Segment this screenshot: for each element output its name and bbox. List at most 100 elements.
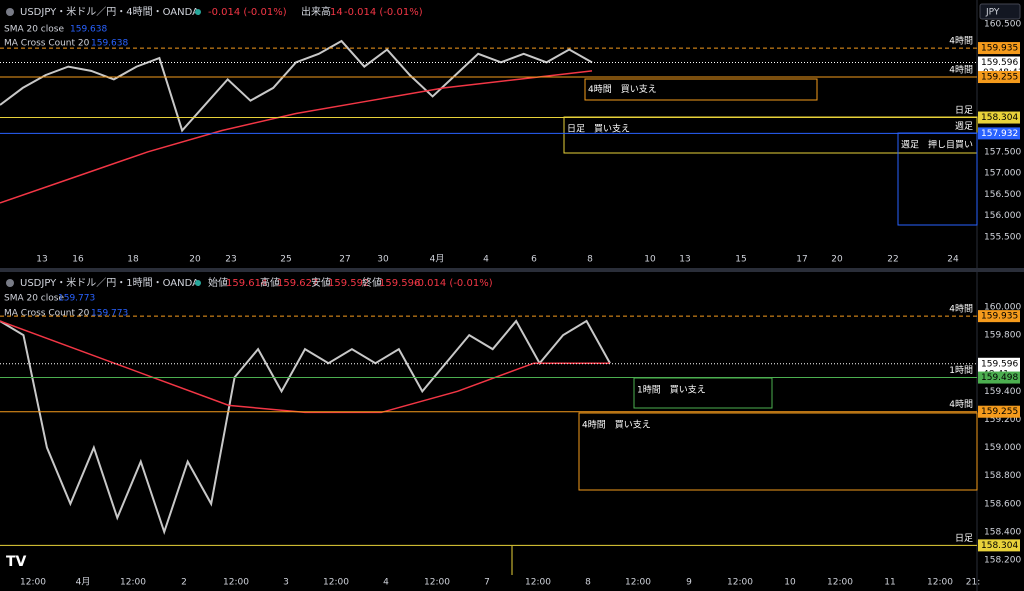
- time-label: 27: [339, 255, 350, 265]
- price-tick-label: 157.500: [984, 147, 1021, 157]
- icon: [6, 8, 14, 16]
- time-label: 13: [36, 255, 47, 265]
- price-tag: [978, 71, 1020, 84]
- time-label: 12:00: [424, 578, 450, 588]
- price-tick-label: 160.000: [984, 303, 1021, 313]
- level-note: 4時間: [949, 36, 973, 47]
- time-label: 18: [127, 255, 139, 265]
- time-label: 12:00: [827, 578, 853, 588]
- time-label: 12:00: [625, 578, 651, 588]
- price-tick-label: 158.400: [984, 527, 1021, 537]
- time-label: 3: [283, 578, 289, 588]
- currency-button[interactable]: JPY: [979, 3, 1021, 20]
- price-tag: [978, 539, 1020, 552]
- price-tick-label: 158.200: [984, 556, 1021, 566]
- time-label: 30: [377, 255, 389, 265]
- price-tick-label: 158.600: [984, 499, 1021, 509]
- status-dot: [195, 9, 201, 15]
- change: -0.014 (-0.01%): [414, 278, 493, 289]
- time-label: 24: [947, 255, 959, 265]
- price-tag-value: 159.498: [981, 373, 1018, 383]
- price-tag: [978, 127, 1020, 140]
- time-label: 15: [735, 255, 746, 265]
- level-note: 1時間: [949, 365, 973, 376]
- indicator-name: MA Cross Count 20: [4, 39, 90, 49]
- level-note: 日足: [955, 105, 973, 116]
- price-tag: [978, 405, 1020, 418]
- price-tick-label: 160.500: [984, 20, 1021, 30]
- time-label: 10: [784, 578, 796, 588]
- indicator-name: MA Cross Count 20: [4, 309, 90, 319]
- price-tag-value: 158.304: [981, 113, 1018, 123]
- volume-change: -0.014 (-0.01%): [344, 7, 423, 18]
- price-tick-label: 156.000: [984, 211, 1021, 221]
- zone-label: 4時間 買い支え: [582, 419, 651, 431]
- level-note: 週足: [955, 121, 973, 132]
- panel-divider: [0, 268, 1024, 272]
- change: -0.014 (-0.01%): [208, 7, 287, 18]
- level-note: 日足: [955, 533, 973, 544]
- top-header: USDJPY・米ドル／円・4時間・OANDA -0.014 (-0.01%) 出…: [4, 5, 423, 49]
- time-label: 20: [831, 255, 843, 265]
- button-box[interactable]: [979, 3, 1021, 20]
- price-line: [0, 39, 593, 133]
- price-tag-value: 159.596: [981, 58, 1018, 68]
- time-label: 21:: [966, 578, 980, 588]
- logo: TV: [6, 554, 27, 570]
- ohlc-value: 159.592: [328, 278, 369, 289]
- zone-label: 1時間 買い支え: [637, 384, 706, 396]
- time-label: 12:00: [20, 578, 46, 588]
- indicator-value: 159.773: [91, 309, 128, 319]
- time-label: 10: [644, 255, 656, 265]
- bottom-header: USDJPY・米ドル／円・1時間・OANDA 始値 159.614 高値 159…: [4, 276, 493, 319]
- indicator-value: 159.638: [91, 39, 128, 49]
- time-label: 16: [72, 255, 84, 265]
- price-tag-value: 159.935: [981, 44, 1018, 54]
- time-label: 4月: [430, 254, 445, 265]
- level-note: 4時間: [949, 399, 973, 410]
- time-label: 6: [531, 255, 537, 265]
- zone-box: [578, 412, 978, 491]
- moving-average: [0, 320, 610, 414]
- price-tag: [978, 310, 1020, 323]
- time-label: 2: [181, 578, 187, 588]
- zone-label: 4時間 買い支え: [588, 83, 657, 95]
- time-label: 17: [796, 255, 807, 265]
- price-tag-value: 159.596: [981, 359, 1018, 369]
- time-label: 11: [884, 578, 895, 588]
- price-tag: [978, 42, 1020, 55]
- price-tick-label: 157.000: [984, 169, 1021, 179]
- time-label: 9: [686, 578, 692, 588]
- time-label: 12:00: [223, 578, 249, 588]
- zone-label: 日足 買い支え: [567, 123, 630, 135]
- ohlc-label: 高値: [260, 276, 280, 289]
- price-tick-label: 156.500: [984, 190, 1021, 200]
- time-label: 12:00: [525, 578, 551, 588]
- indicator-value: 159.638: [70, 25, 107, 35]
- price-line: [0, 319, 611, 536]
- time-label: 8: [587, 255, 593, 265]
- time-label: 13: [679, 255, 690, 265]
- price-tag-value: 159.255: [981, 407, 1018, 417]
- time-label: 12:00: [727, 578, 753, 588]
- zone-label: 週足 押し目買い: [901, 139, 973, 151]
- time-label: 7: [484, 578, 490, 588]
- price-tick-label: 159.200: [984, 415, 1021, 425]
- price-tick-label: 159.400: [984, 387, 1021, 397]
- price-tag: [978, 111, 1020, 124]
- icon: [6, 279, 14, 287]
- level-note: 4時間: [949, 304, 973, 315]
- symbol: USDJPY・米ドル／円・1時間・OANDA: [20, 276, 199, 289]
- time-label: 25: [280, 255, 291, 265]
- level-note: 4時間: [949, 65, 973, 76]
- time-label: 4: [483, 255, 489, 265]
- price-tag: [978, 371, 1020, 384]
- price-tick-label: 159.800: [984, 331, 1021, 341]
- ohlc-value: 159.614: [226, 278, 267, 289]
- price-tag-value: 157.932: [981, 129, 1018, 139]
- time-label: 23: [225, 255, 236, 265]
- currency[interactable]: JPY: [985, 8, 1000, 18]
- ohlc-value: 159.596: [379, 278, 420, 289]
- volume-label: 出来高: [301, 5, 331, 18]
